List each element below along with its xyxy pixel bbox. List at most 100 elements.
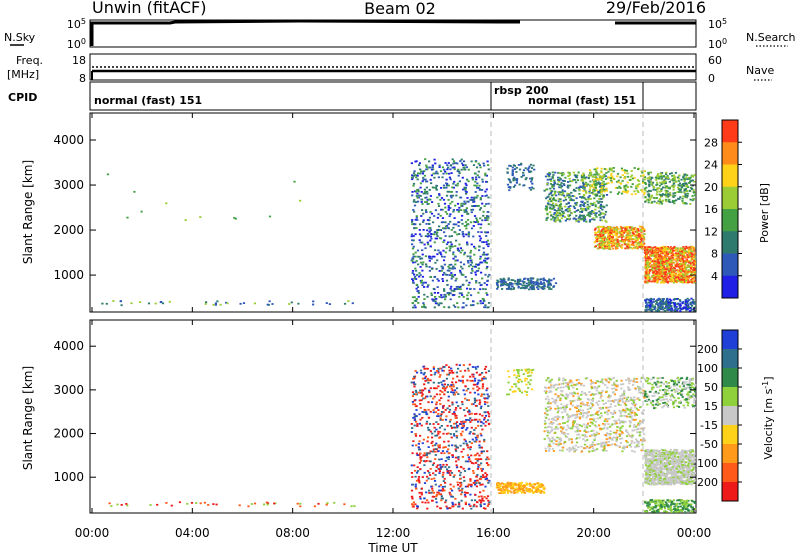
range-cell	[411, 278, 413, 280]
range-cell	[458, 244, 460, 246]
range-cell	[463, 296, 465, 298]
range-cell	[461, 159, 463, 161]
range-cell	[455, 278, 457, 280]
range-cell	[663, 263, 665, 265]
range-cell	[658, 178, 660, 180]
range-cell	[661, 188, 663, 190]
range-cell	[347, 300, 349, 302]
range-cell	[691, 188, 693, 190]
range-cell	[484, 403, 486, 405]
freq-right-label: Nave	[746, 64, 774, 77]
range-cell	[689, 254, 691, 256]
range-cell	[529, 187, 531, 189]
range-cell	[463, 421, 465, 423]
range-cell	[453, 209, 455, 211]
range-cell	[428, 409, 430, 411]
range-cell	[610, 191, 612, 193]
range-cell	[463, 201, 465, 203]
range-cell	[430, 292, 432, 294]
range-cell	[424, 244, 426, 246]
range-cell	[684, 202, 686, 204]
range-cell	[415, 393, 417, 395]
range-cell	[101, 303, 103, 305]
range-cell	[453, 435, 455, 437]
range-cell	[672, 273, 674, 275]
range-cell	[436, 232, 438, 234]
range-cell	[451, 201, 453, 203]
range-cell	[422, 302, 424, 304]
range-cell	[594, 214, 596, 216]
range-cell	[442, 250, 444, 252]
range-cell	[455, 195, 457, 197]
range-cell	[668, 266, 670, 268]
range-cell	[474, 248, 476, 250]
range-cell	[462, 431, 464, 433]
range-cell	[427, 380, 429, 382]
range-cell	[460, 445, 462, 447]
range-cell	[630, 247, 632, 249]
range-cell	[454, 217, 456, 219]
range-cell	[636, 231, 638, 233]
range-cell	[595, 176, 597, 178]
range-cell	[647, 274, 649, 276]
range-cell	[419, 468, 421, 470]
range-cell	[464, 370, 466, 372]
range-cell	[616, 175, 618, 177]
range-cell	[692, 279, 694, 281]
range-cell	[559, 219, 561, 221]
range-cell	[427, 236, 429, 238]
range-cell	[473, 472, 475, 474]
range-cell	[487, 505, 489, 507]
range-cell	[638, 180, 640, 182]
range-cell	[648, 266, 650, 268]
range-cell	[429, 211, 431, 213]
range-cell	[479, 441, 481, 443]
range-cell	[437, 250, 439, 252]
range-cell	[440, 302, 442, 304]
range-cell	[468, 284, 470, 286]
range-cell	[466, 443, 468, 445]
range-cell	[412, 270, 414, 272]
range-cell	[446, 179, 448, 181]
range-cell	[665, 194, 667, 196]
range-cell	[468, 265, 470, 267]
range-cell	[420, 183, 422, 185]
range-cell	[574, 179, 576, 181]
range-cell	[658, 263, 660, 265]
range-cell	[679, 299, 681, 301]
range-cell	[429, 452, 431, 454]
range-cell	[460, 252, 462, 254]
range-cell	[472, 380, 474, 382]
range-cell	[467, 461, 469, 463]
range-cell	[443, 240, 445, 242]
range-cell	[411, 465, 413, 467]
range-cell	[433, 215, 435, 217]
range-cell	[668, 201, 670, 203]
range-cell	[423, 439, 425, 441]
range-cell	[516, 178, 518, 180]
range-cell	[435, 421, 437, 423]
range-cell	[413, 501, 415, 503]
range-cell	[432, 500, 434, 502]
range-cell	[473, 506, 475, 508]
range-cell	[483, 247, 485, 249]
range-cell	[419, 435, 421, 437]
range-cell	[679, 252, 681, 254]
range-cell	[601, 201, 603, 203]
range-cell	[445, 252, 447, 254]
range-cell	[590, 174, 592, 176]
range-cell	[583, 194, 585, 196]
range-cell	[466, 380, 468, 382]
range-cell	[675, 273, 677, 275]
range-cell	[426, 193, 428, 195]
range-cell	[601, 220, 603, 222]
range-cell	[468, 169, 470, 171]
range-cell	[450, 470, 452, 472]
range-cell	[470, 294, 472, 296]
range-cell	[649, 254, 651, 256]
range-cell	[519, 169, 521, 171]
range-cell	[353, 505, 355, 507]
range-cell	[668, 307, 670, 309]
range-cell	[642, 227, 644, 229]
range-cell	[453, 386, 455, 388]
